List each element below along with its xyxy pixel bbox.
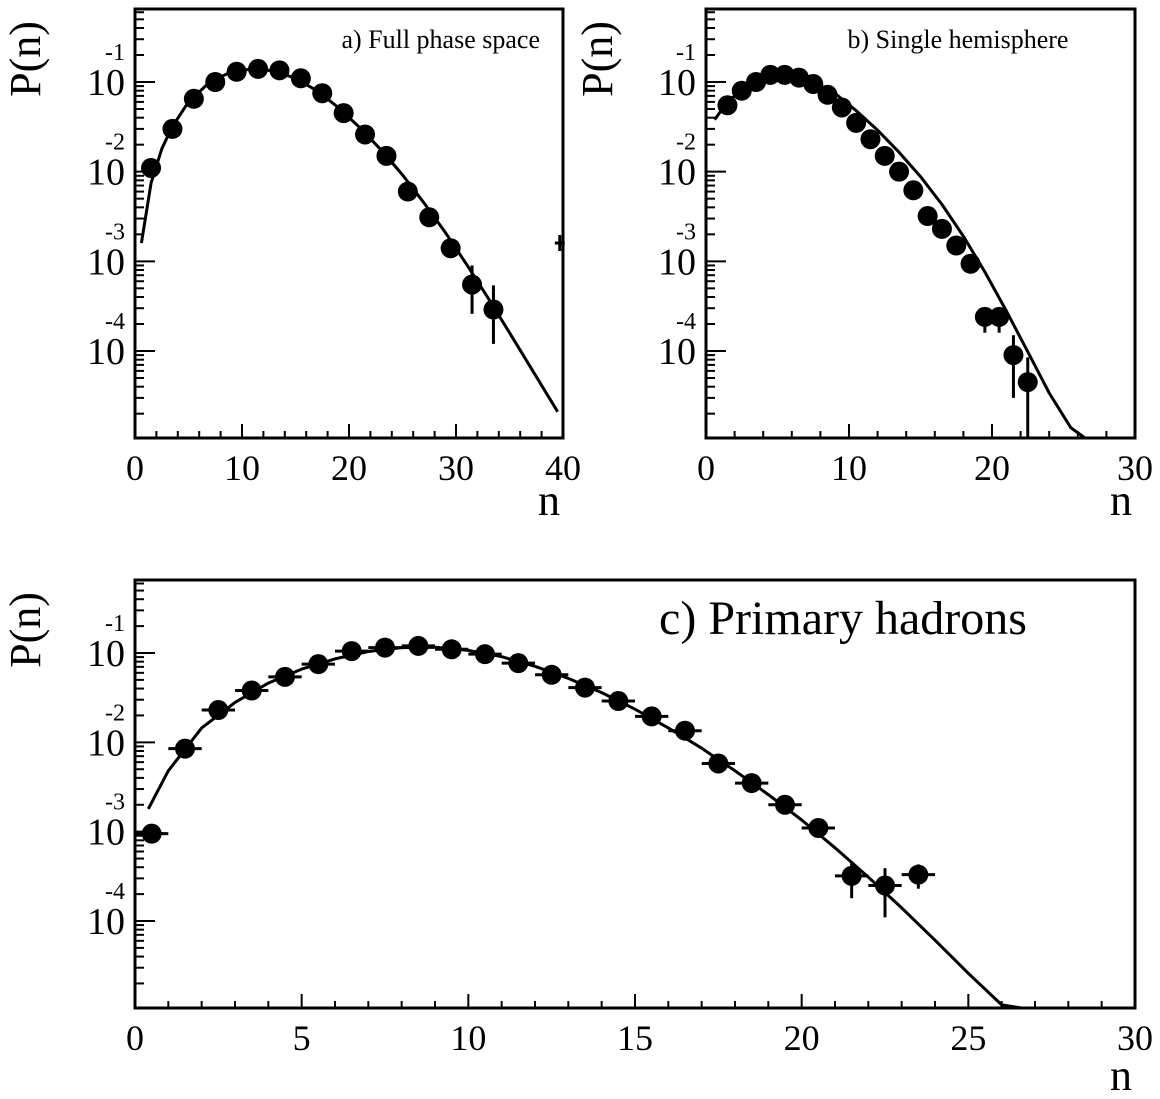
x-tick-label: 20	[784, 1018, 820, 1058]
chart-title: c) Primary hadrons	[659, 592, 1027, 645]
y-tick-label-base: 10	[87, 152, 125, 194]
y-tick-label-exponent: -3	[676, 219, 696, 245]
y-axis-label: P(n)	[1, 592, 50, 668]
data-point	[974, 306, 995, 327]
chart-title: a) Full phase space	[341, 25, 540, 54]
x-tick-label: 15	[617, 1018, 653, 1058]
x-tick-label: 0	[126, 448, 144, 488]
fit-curve	[139, 67, 559, 413]
x-tick-label: 20	[331, 448, 367, 488]
x-tick-label: 30	[1117, 1018, 1153, 1058]
y-tick-label-exponent: -2	[676, 130, 696, 156]
y-tick-label-base: 10	[87, 241, 125, 283]
data-point	[817, 84, 838, 105]
y-tick-label-exponent: -4	[105, 879, 125, 905]
plot-frame	[133, 7, 565, 440]
data-point	[889, 161, 910, 182]
data-point	[860, 129, 881, 150]
fit-curve	[146, 645, 1102, 1010]
y-tick-label-exponent: -4	[105, 309, 125, 335]
x-tick-label: 0	[697, 448, 715, 488]
y-tick-label-exponent: -4	[676, 309, 696, 335]
y-tick-label-base: 10	[87, 722, 125, 764]
y-axis-label: P(n)	[1, 21, 50, 97]
y-tick-label-exponent: -3	[105, 790, 125, 816]
data-point	[874, 145, 895, 166]
x-tick-label: 30	[438, 448, 474, 488]
chart-title: b) Single hemisphere	[848, 25, 1069, 54]
y-axis-label: P(n)	[573, 21, 622, 97]
data-point	[908, 864, 929, 885]
data-point	[708, 753, 729, 774]
y-tick-label-base: 10	[87, 62, 125, 104]
y-tick-label-exponent: -2	[105, 130, 125, 156]
x-axis-label: n	[1110, 476, 1132, 525]
data-point	[931, 218, 952, 239]
y-tick-label-exponent: -1	[105, 611, 125, 637]
y-tick-label-base: 10	[658, 331, 696, 373]
y-tick-label-base: 10	[87, 633, 125, 675]
data-point	[208, 700, 229, 721]
x-tick-label: 30	[1117, 448, 1153, 488]
x-tick-label: 10	[831, 448, 867, 488]
data-point	[846, 112, 867, 133]
y-tick-label-base: 10	[658, 62, 696, 104]
y-tick-label-exponent: -3	[105, 219, 125, 245]
data-point	[1003, 345, 1024, 366]
y-tick-label-base: 10	[658, 152, 696, 194]
data-point	[917, 206, 938, 227]
data-point	[508, 653, 529, 674]
x-axis-label: n	[538, 476, 560, 525]
plot-frame	[704, 7, 1137, 440]
data-point	[375, 637, 395, 658]
y-tick-label-base: 10	[658, 241, 696, 283]
data-point	[960, 253, 981, 274]
y-tick-label-exponent: -1	[105, 40, 125, 66]
data-point	[989, 306, 1010, 327]
x-axis-label: n	[1110, 1051, 1132, 1094]
x-tick-label: 0	[126, 1018, 144, 1058]
data-point	[841, 865, 862, 886]
data-point	[875, 875, 895, 896]
x-tick-label: 10	[224, 448, 260, 488]
x-tick-label: 5	[293, 1018, 311, 1058]
data-point	[1017, 372, 1038, 393]
x-tick-label: 20	[974, 448, 1010, 488]
x-tick-label: 10	[450, 1018, 486, 1058]
fit-curve	[713, 74, 1121, 440]
data-point	[803, 73, 824, 94]
y-tick-label-base: 10	[87, 331, 125, 373]
y-tick-label-base: 10	[87, 901, 125, 943]
x-tick-label: 40	[545, 448, 581, 488]
y-tick-label-exponent: -2	[105, 700, 125, 726]
y-tick-label-base: 10	[87, 812, 125, 854]
data-point	[808, 817, 829, 838]
data-point	[419, 207, 440, 228]
data-point	[141, 823, 162, 844]
x-tick-label: 25	[950, 1018, 986, 1058]
data-point	[903, 180, 924, 201]
data-point	[440, 238, 461, 259]
y-tick-label-exponent: -1	[676, 40, 696, 66]
data-point	[946, 235, 967, 256]
